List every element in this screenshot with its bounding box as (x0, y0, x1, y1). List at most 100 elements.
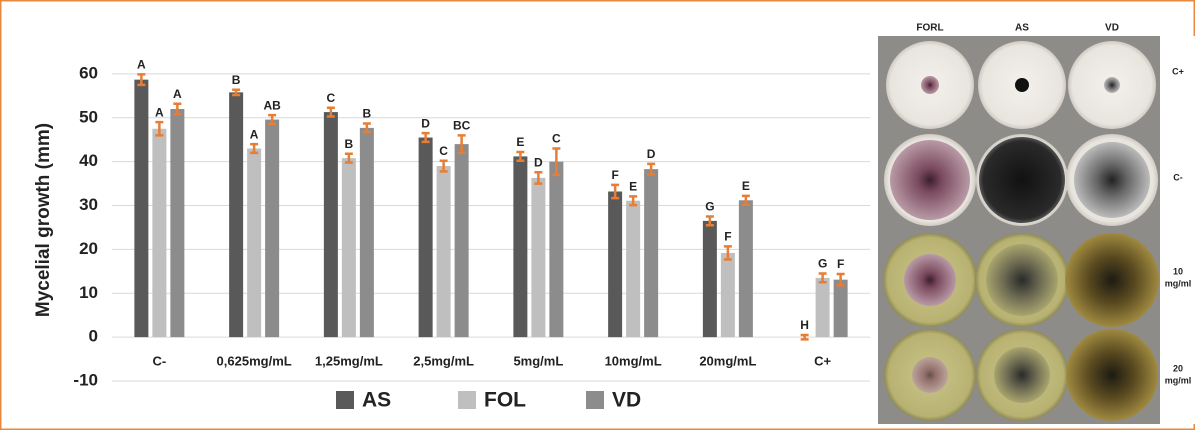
bar (738, 200, 753, 338)
colony (1104, 77, 1120, 93)
error-bar (137, 73, 146, 87)
bar (418, 137, 433, 338)
bar (702, 220, 717, 338)
error-bar (552, 147, 561, 177)
significance-label: A (137, 58, 146, 72)
colony (921, 76, 939, 94)
y-tick-label: 40 (79, 151, 98, 170)
photo-column-label: AS (1015, 23, 1029, 34)
significance-label: AB (263, 98, 281, 112)
colony (979, 137, 1065, 223)
legend-swatch (336, 391, 354, 409)
colony (912, 357, 948, 393)
error-bar (534, 170, 543, 185)
bar (513, 156, 528, 338)
photo-panel (878, 36, 1195, 424)
bar (531, 177, 546, 338)
significance-label: D (534, 155, 543, 169)
y-tick-label: 60 (79, 63, 98, 82)
y-tick-label: -10 (73, 370, 98, 389)
significance-label: D (421, 116, 430, 130)
photo-row-label: mg/ml (1165, 375, 1192, 385)
bar (626, 200, 641, 338)
error-bar (457, 134, 466, 155)
significance-label: G (818, 257, 827, 271)
significance-label: BC (453, 119, 471, 133)
x-tick-label: 2,5mg/mL (413, 353, 474, 368)
significance-label: F (837, 257, 844, 271)
legend-swatch (586, 391, 604, 409)
significance-label: C (439, 144, 448, 158)
significance-label: B (363, 107, 372, 121)
significance-label: A (173, 87, 182, 101)
bar (229, 92, 244, 338)
significance-label: A (155, 105, 164, 119)
legend-swatch (458, 391, 476, 409)
error-bar (326, 106, 335, 118)
bar (549, 161, 564, 338)
photo-row-label: 10 (1173, 266, 1183, 276)
bar (134, 79, 149, 338)
significance-label: B (232, 73, 241, 87)
photo-column-label: FORL (916, 23, 943, 34)
error-bar (232, 88, 241, 97)
y-tick-label: 50 (79, 107, 98, 126)
colony (1015, 78, 1029, 92)
y-axis-label: Mycelial growth (mm) (33, 123, 54, 317)
significance-label: G (705, 200, 714, 214)
bar (170, 109, 185, 338)
bar (247, 148, 262, 338)
significance-label: E (516, 135, 524, 149)
photo-margin (1160, 36, 1195, 424)
error-bar (344, 152, 353, 164)
x-tick-label: 1,25mg/mL (315, 353, 383, 368)
significance-label: A (250, 127, 259, 141)
error-bar (439, 159, 448, 173)
x-tick-label: 5mg/mL (513, 353, 563, 368)
photo-row-label: 20 (1173, 363, 1183, 373)
bar (359, 127, 374, 338)
error-bar (629, 195, 638, 207)
bar (152, 128, 167, 338)
bar (608, 191, 623, 338)
bar (833, 279, 848, 338)
bar (265, 119, 280, 338)
significance-label: H (800, 318, 809, 332)
error-bar (818, 272, 827, 284)
error-bar (800, 333, 809, 341)
significance-label: E (629, 179, 637, 193)
error-bar (155, 120, 164, 137)
error-bar (705, 215, 714, 227)
x-tick-label: C+ (814, 353, 831, 368)
dish (1065, 233, 1159, 327)
colony (994, 347, 1050, 403)
error-bar (516, 150, 525, 163)
significance-label: E (742, 179, 750, 193)
bar (644, 169, 659, 338)
error-bar (611, 183, 620, 200)
x-tick-label: C- (153, 353, 167, 368)
significance-label: C (327, 91, 336, 105)
photo-row-label: mg/ml (1165, 278, 1192, 288)
colony (890, 140, 970, 220)
bar (323, 112, 338, 338)
colony (904, 254, 956, 306)
x-tick-label: 10mg/mL (605, 353, 662, 368)
bar (454, 144, 469, 338)
significance-label: D (647, 147, 656, 161)
error-bar (173, 102, 182, 116)
legend-label: FOL (484, 389, 526, 412)
significance-label: C (552, 132, 561, 146)
x-tick-label: 0,625mg/mL (217, 353, 292, 368)
y-tick-label: 0 (89, 327, 98, 346)
error-bar (268, 113, 277, 126)
error-bar (836, 272, 845, 287)
error-bar (362, 122, 371, 134)
legend-label: AS (362, 389, 391, 412)
y-tick-label: 10 (79, 283, 98, 302)
legend-label: VD (612, 389, 641, 412)
colony (986, 244, 1058, 316)
y-tick-label: 30 (79, 195, 98, 214)
significance-label: F (611, 168, 618, 182)
